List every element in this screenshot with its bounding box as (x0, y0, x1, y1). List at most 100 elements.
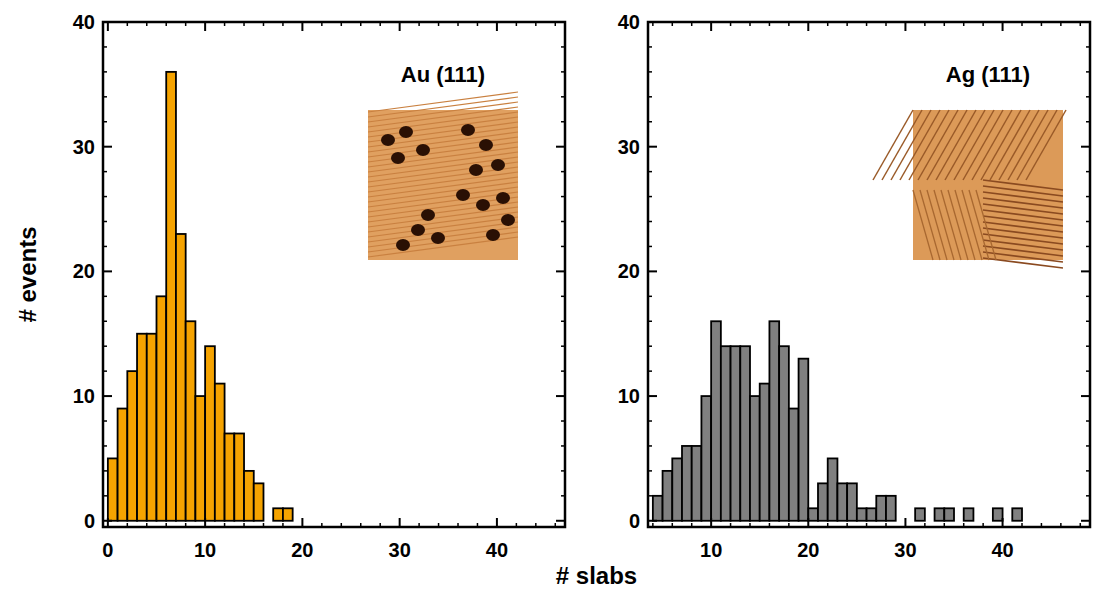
inset-stripe (368, 127, 518, 147)
y-tick-label: 40 (73, 11, 95, 33)
inset-stripe (368, 102, 518, 122)
bar (867, 508, 877, 520)
x-tick-label: 10 (700, 539, 722, 561)
bar (195, 396, 205, 521)
bar (176, 234, 186, 521)
y-tick (103, 146, 112, 148)
bar (769, 321, 779, 521)
x-tick (904, 22, 906, 31)
panel-title: Ag (111) (946, 62, 1030, 87)
y-tick (648, 395, 657, 397)
inset-stripe (983, 240, 1063, 250)
bar (886, 496, 896, 521)
bar (828, 458, 838, 520)
inset-blob (431, 232, 445, 244)
inset-stripe (368, 157, 518, 177)
bar (905, 520, 915, 522)
inset-blob (456, 189, 470, 201)
bar (663, 471, 673, 521)
y-tick (103, 270, 112, 272)
y-tick-label: 30 (73, 136, 95, 158)
y-tick (103, 395, 112, 397)
bar (944, 508, 954, 520)
bar (682, 446, 692, 521)
inset-stripe (983, 210, 1063, 220)
inset-stripe (936, 110, 976, 180)
bar (692, 446, 702, 521)
bar (263, 520, 273, 522)
x-tick (204, 518, 206, 527)
inset-stripe (983, 186, 1063, 196)
inset-stripe (983, 234, 1063, 244)
inset-blob (421, 209, 435, 221)
x-tick (399, 518, 401, 527)
bar (137, 334, 147, 521)
bar (808, 508, 818, 520)
x-tick (301, 518, 303, 527)
bar (964, 508, 974, 520)
bar (672, 458, 682, 520)
x-tick-label: 0 (102, 539, 113, 561)
bar (156, 296, 166, 520)
bar (701, 396, 711, 521)
x-tick-label: 10 (194, 539, 216, 561)
y-tick-label: 0 (629, 510, 640, 532)
inset-stripe (976, 190, 996, 260)
x-tick-label: 30 (389, 539, 411, 561)
y-tick (648, 520, 657, 522)
inset-stripe (983, 228, 1063, 238)
inset-stripe (368, 227, 518, 247)
y-tick-label: 0 (84, 510, 95, 532)
inset-stripe (983, 192, 1063, 202)
inset-stripe (368, 107, 518, 127)
bar (896, 520, 906, 522)
inset-blob (411, 224, 425, 236)
inset-blob (491, 159, 505, 171)
x-tick (1002, 22, 1004, 31)
bar (993, 508, 1003, 520)
bar (215, 384, 225, 521)
bar (127, 371, 137, 521)
x-tick (107, 518, 109, 527)
y-tick (1081, 270, 1090, 272)
bar (166, 72, 176, 521)
inset-stripe (368, 182, 518, 202)
y-tick (648, 270, 657, 272)
bar (254, 483, 264, 520)
inset-blob (476, 199, 490, 211)
bar (954, 520, 964, 522)
x-tick-label: 20 (291, 539, 313, 561)
inset-stripe (368, 152, 518, 172)
inset-stripe (368, 92, 518, 112)
bar (205, 346, 215, 521)
bar (779, 346, 789, 521)
inset-stripe (983, 180, 1063, 190)
inset-stripe (368, 207, 518, 227)
bar (915, 508, 925, 520)
bar (721, 346, 731, 521)
inset-stripe (918, 110, 958, 180)
inset-stripe (983, 258, 1063, 268)
x-tick (807, 22, 809, 31)
bar (711, 321, 721, 521)
inset-stripe (368, 117, 518, 137)
x-tick-label: 40 (486, 539, 508, 561)
y-tick-label: 20 (618, 260, 640, 282)
bar (283, 508, 293, 520)
inset-stripe (882, 110, 922, 180)
inset-stripe (368, 202, 518, 222)
inset-blob (399, 126, 413, 138)
bar (750, 396, 760, 521)
panel-title: Au (111) (401, 62, 485, 87)
inset-blob (461, 124, 475, 136)
inset-stripe (983, 216, 1063, 226)
bar (818, 483, 828, 520)
x-axis-title: # slabs (556, 562, 637, 589)
x-tick (496, 22, 498, 31)
inset-stripe (990, 110, 1030, 180)
bar (244, 471, 254, 521)
inset-stripe (999, 110, 1039, 180)
inset-blob (381, 134, 395, 146)
inset-stripe (1026, 110, 1066, 180)
y-tick (103, 520, 112, 522)
